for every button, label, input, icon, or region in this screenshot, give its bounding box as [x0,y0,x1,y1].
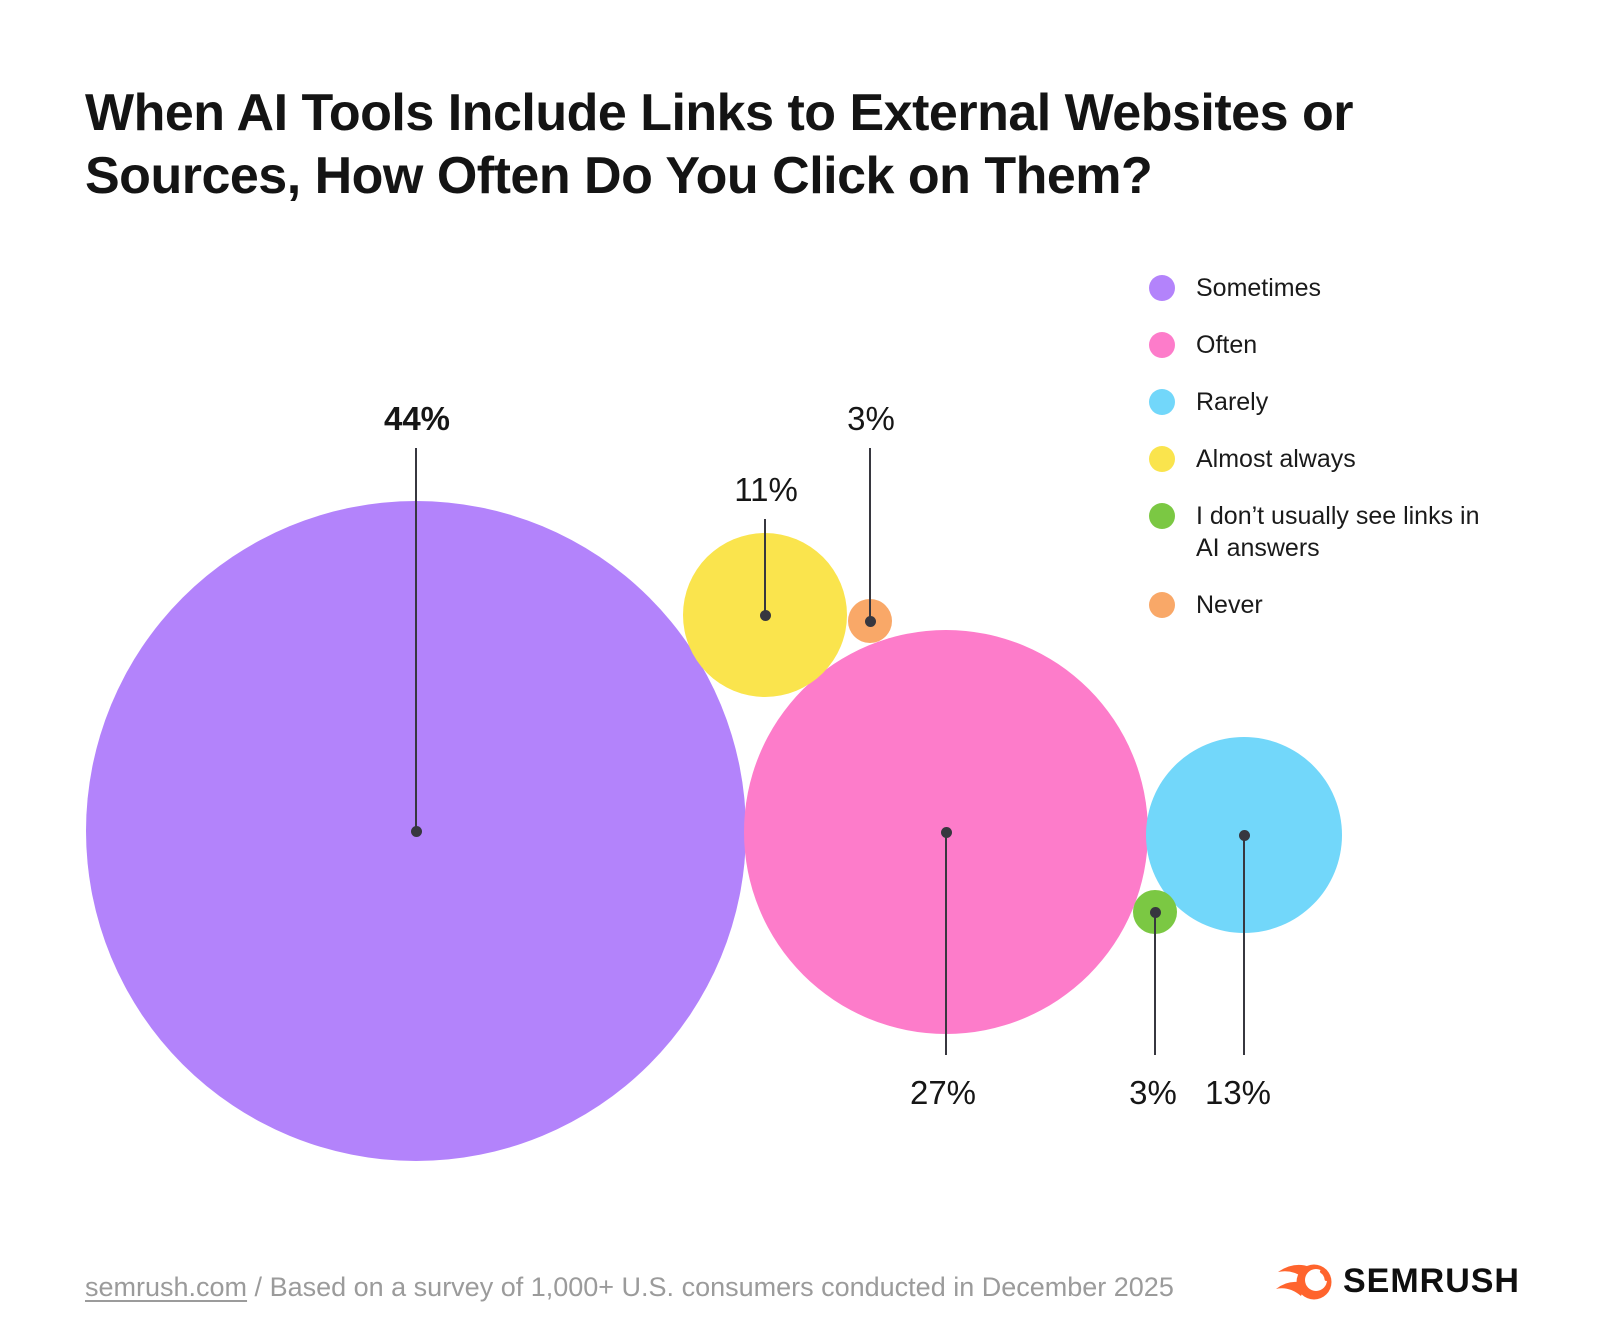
legend-swatch-icon [1149,446,1175,472]
center-dot-never [864,615,876,627]
legend-swatch-icon [1149,275,1175,301]
legend-label: Never [1196,591,1263,619]
legend-label: Almost always [1196,445,1356,473]
legend-label: Rarely [1196,388,1269,416]
connector-line-rarely [1243,835,1245,1055]
legend-label: I don’t usually see links in AI answers [1196,502,1480,562]
value-label-no-links-seen: 3% [1129,1074,1177,1111]
legend-item-1: Sometimes [1149,272,1509,304]
legend-swatch-icon [1149,503,1175,529]
footer: semrush.com / Based on a survey of 1,000… [85,1272,1174,1303]
center-dot-sometimes [410,825,422,837]
connector-line-sometimes [415,448,417,831]
connector-line-no-links-seen [1154,912,1156,1055]
footer-separator: / [247,1272,270,1302]
source-link[interactable]: semrush.com [85,1272,248,1302]
semrush-logo-text: SEMRUSH [1342,1261,1520,1300]
footer-note: Based on a survey of 1,000+ U.S. consume… [269,1272,1174,1302]
center-dot-rarely [1238,829,1250,841]
legend-item-5: I don’t usually see links in AI answers [1149,500,1509,564]
legend-item-2: Often [1149,329,1509,361]
center-dot-almost-always [759,609,771,621]
value-label-rarely: 13% [1204,1074,1272,1111]
connector-line-never [869,448,871,621]
legend-swatch-icon [1149,332,1175,358]
value-label-never: 3% [847,400,895,437]
center-dot-no-links-seen [1149,906,1161,918]
value-label-often: 27% [909,1074,977,1111]
legend-item-3: Rarely [1149,386,1509,418]
legend-label: Sometimes [1196,274,1322,302]
legend-label: Often [1196,331,1258,359]
page-title: When AI Tools Include Links to External … [85,84,1353,205]
legend-item-6: Never [1149,589,1509,621]
legend-swatch-icon [1149,389,1175,415]
legend: Sometimes Often Rarely Almost always I don’t… [1149,272,1509,646]
value-label-sometimes: 44% [383,400,451,437]
legend-swatch-icon [1149,592,1175,618]
connector-line-almost-always [764,519,766,615]
center-dot-often [940,826,952,838]
connector-line-often [945,832,947,1055]
legend-item-4: Almost always [1149,443,1509,475]
semrush-logo-icon [1275,1264,1332,1300]
value-label-almost-always: 11% [734,471,798,508]
semrush-logo: SEMRUSH [1275,1258,1520,1304]
